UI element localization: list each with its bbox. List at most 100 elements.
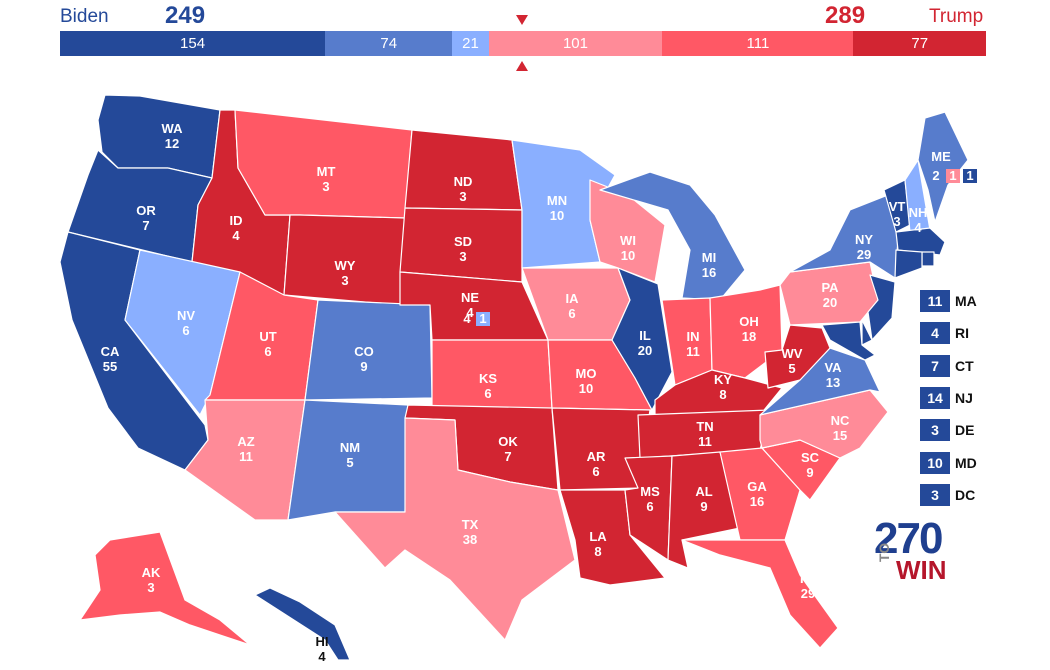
state-NY[interactable] — [789, 194, 899, 279]
ev-bar-segment: 74 — [325, 31, 453, 56]
state-ev-MO: 10 — [579, 381, 593, 396]
state-label-AZ: AZ — [237, 434, 254, 449]
state-label-MS: MS — [640, 484, 660, 499]
state-label-GA: GA — [747, 479, 767, 494]
state-ev-ID: 4 — [232, 228, 240, 243]
state-ev-FL: 29 — [801, 586, 815, 601]
ev-bar-segment: 154 — [60, 31, 326, 56]
logo-270: 270 — [874, 514, 943, 563]
state-WA[interactable] — [97, 94, 221, 179]
state-label-WY: WY — [335, 258, 356, 273]
state-label-TX: TX — [462, 517, 479, 532]
state-label-CA: CA — [101, 344, 120, 359]
state-IL[interactable] — [611, 267, 673, 411]
small-state-box-MD[interactable]: 10 — [920, 451, 950, 474]
state-label-MI: MI — [702, 250, 716, 265]
state-ev-LA: 8 — [594, 544, 601, 559]
state-WY[interactable] — [283, 214, 406, 306]
state-CT[interactable] — [894, 249, 923, 279]
state-ev-KS: 6 — [484, 386, 491, 401]
state-ev-MI: 16 — [702, 265, 716, 280]
state-label-MO: MO — [576, 366, 597, 381]
state-ev-WA: 12 — [165, 136, 179, 151]
state-label-OH: OH — [739, 314, 759, 329]
small-state-box-NJ[interactable]: 14 — [920, 386, 950, 409]
small-state-box-CT[interactable]: 7 — [920, 354, 950, 377]
small-state-box-DC[interactable]: 3 — [920, 483, 950, 506]
state-DE[interactable] — [861, 319, 873, 346]
state-ev-NC: 15 — [833, 428, 847, 443]
district-label-ME-0: 2 — [932, 168, 939, 183]
state-GA[interactable] — [719, 447, 801, 541]
ev-bar-segment: 111 — [662, 31, 854, 56]
state-ev-CA: 55 — [103, 359, 117, 374]
district-label-NE-0: 4 — [463, 311, 471, 326]
state-MD[interactable] — [821, 321, 876, 361]
state-ev-MT: 3 — [322, 179, 329, 194]
district-label-NE-1: 1 — [479, 311, 486, 326]
small-state-box-MA[interactable]: 11 — [920, 290, 950, 312]
district-box-NE-1[interactable] — [476, 312, 490, 326]
state-ev-NE: 4 — [466, 305, 474, 320]
biden-total: 249 — [165, 2, 206, 29]
state-ev-CO: 9 — [360, 359, 367, 374]
state-ev-WI: 10 — [621, 248, 635, 263]
ev-bar-segment: 21 — [452, 31, 489, 56]
state-FL[interactable] — [681, 539, 839, 649]
state-label-CO: CO — [354, 344, 374, 359]
district-label-ME-2: 1 — [966, 168, 973, 183]
state-label-ID: ID — [230, 213, 243, 228]
state-label-NM: NM — [340, 440, 360, 455]
state-MA[interactable] — [895, 227, 946, 256]
state-label-UT: UT — [259, 329, 276, 344]
state-NC[interactable] — [759, 389, 889, 459]
state-label-TN: TN — [696, 419, 713, 434]
state-label-MT: MT — [317, 164, 336, 179]
state-label-NC: NC — [831, 413, 850, 428]
state-label-VT: VT — [889, 199, 906, 214]
state-label-AK: AK — [142, 565, 161, 580]
state-ev-AZ: 11 — [239, 449, 253, 464]
state-AK[interactable] — [79, 531, 251, 646]
state-ev-NM: 5 — [346, 455, 353, 470]
logo-to: TO — [876, 542, 892, 562]
small-state-box-RI[interactable]: 4 — [920, 322, 950, 345]
state-ev-OH: 18 — [742, 329, 756, 344]
state-ev-IN: 11 — [686, 344, 700, 359]
state-ev-OR: 7 — [142, 218, 149, 233]
state-label-NE: NE — [461, 290, 479, 305]
state-WV[interactable] — [764, 324, 831, 389]
small-state-box-DE[interactable]: 3 — [920, 419, 950, 442]
state-ev-HI: 4 — [318, 649, 326, 664]
state-label-AR: AR — [587, 449, 606, 464]
state-MI[interactable] — [599, 171, 746, 301]
district-box-ME-0[interactable] — [929, 169, 943, 183]
state-label-NH: NH — [909, 205, 928, 220]
state-label-OK: OK — [498, 434, 518, 449]
state-ev-VA: 13 — [826, 375, 840, 390]
state-TX[interactable] — [334, 417, 576, 641]
ev-bar-segment: 101 — [488, 31, 663, 56]
state-label-IL: IL — [639, 328, 651, 343]
district-box-ME-1[interactable] — [946, 169, 960, 183]
state-label-IA: IA — [566, 291, 580, 306]
state-label-SD: SD — [454, 234, 472, 249]
ev-bar-segment: 77 — [853, 31, 986, 56]
state-HI[interactable] — [254, 587, 351, 661]
state-ev-IL: 20 — [638, 343, 652, 358]
small-state-abbr-RI: RI — [955, 325, 969, 342]
state-label-HI: HI — [316, 634, 329, 649]
state-ev-NH: 4 — [914, 220, 922, 235]
state-label-IN: IN — [687, 329, 700, 344]
state-ev-PA: 20 — [823, 295, 837, 310]
state-label-MN: MN — [547, 193, 567, 208]
district-box-ME-2[interactable] — [963, 169, 977, 183]
state-label-ME: ME — [931, 149, 951, 164]
state-RI[interactable] — [921, 251, 935, 267]
state-label-NV: NV — [177, 308, 195, 323]
state-label-VA: VA — [824, 360, 842, 375]
state-ev-WV: 5 — [788, 361, 795, 376]
state-ev-NV: 6 — [182, 323, 189, 338]
state-label-OR: OR — [136, 203, 156, 218]
